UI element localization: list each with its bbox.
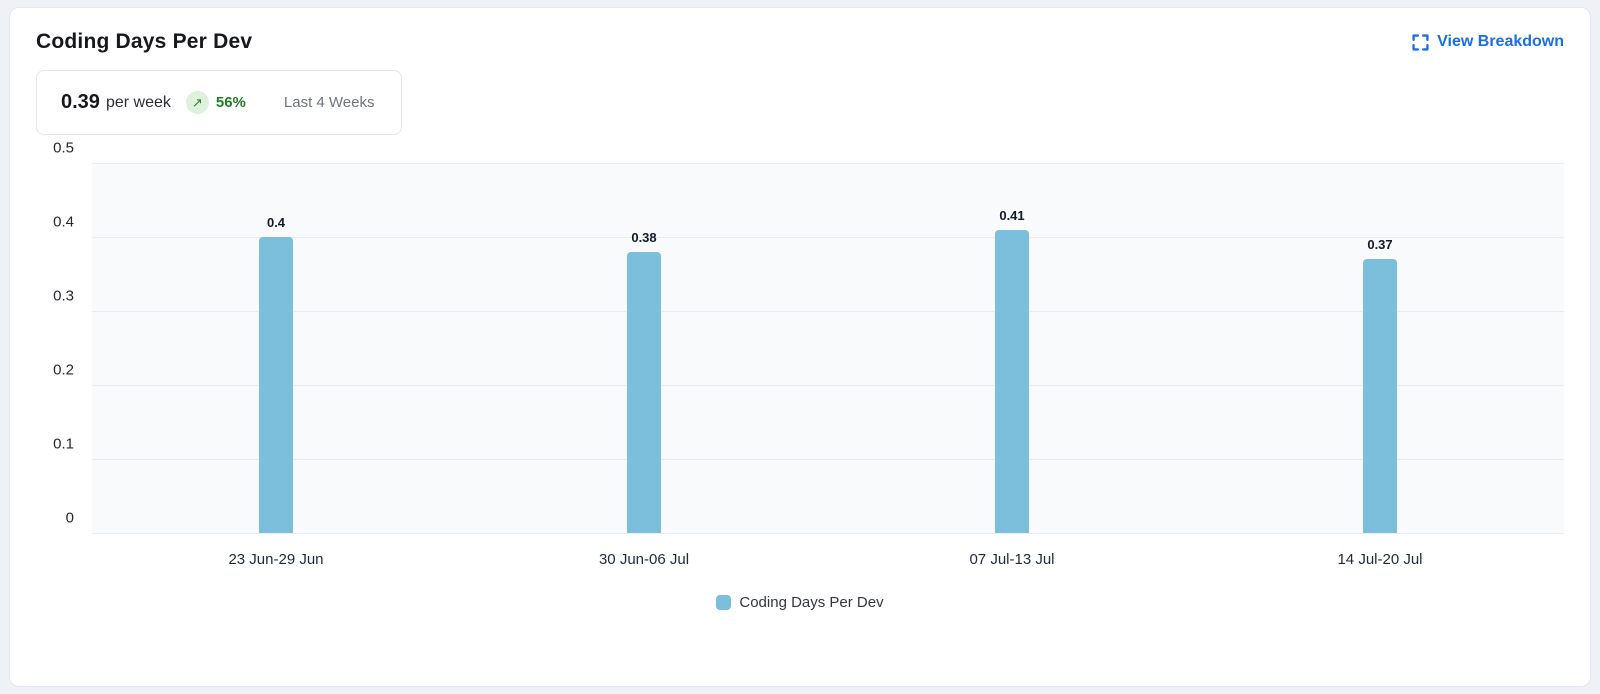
stat-period: Last 4 Weeks [283,94,375,111]
bar-07 Jul-13 Jul[interactable] [995,229,1029,533]
x-tick-label: 07 Jul-13 Jul [969,551,1055,568]
gridline [92,236,1564,238]
bar-value-label: 0.41 [999,207,1025,223]
gridline [92,532,1564,534]
gridline [92,384,1564,386]
y-tick-label: 0.2 [53,361,74,379]
plot-row: 0 0.1 0.2 0.3 0.4 0.5 0.4 0.38 0.41 0.37 [36,141,1564,534]
bar-30 Jun-06 Jul[interactable] [627,251,661,533]
x-axis: 23 Jun-29 Jun 30 Jun-06 Jul 07 Jul-13 Jul 1… [92,533,1564,568]
bar-value-label: 0.37 [1367,237,1393,253]
bar-14 Jul-20 Jul[interactable] [1363,259,1397,533]
y-tick-label: 0.3 [53,287,74,305]
stat-unit: per week [105,93,171,111]
card-header: Coding Days Per Dev View Breakdown [36,30,1564,54]
view-breakdown-label: View Breakdown [1437,33,1564,50]
expand-icon [1412,33,1429,51]
gridline [92,162,1564,164]
bar-value-label: 0.38 [631,229,657,245]
y-tick-label: 0.5 [53,139,74,157]
trend-up-arrow-icon: ↗ [185,91,209,114]
x-tick-label: 30 Jun-06 Jul [598,551,690,568]
coding-days-card: Coding Days Per Dev View Breakdown 0.39 … [9,7,1591,687]
gridline [92,458,1564,460]
legend-item-coding-days[interactable]: Coding Days Per Dev [716,594,884,611]
bar-slot: 0.37 [1196,163,1564,533]
trend-percent: 56% [215,94,246,111]
legend-row: Coding Days Per Dev [36,594,1564,611]
view-breakdown-button[interactable]: View Breakdown [1412,33,1564,51]
bar-value-label: 0.4 [266,215,286,230]
bar-chart: 0 0.1 0.2 0.3 0.4 0.5 0.4 0.38 0.41 0.37 23 Jun-… [36,141,1564,611]
y-tick-label: 0 [65,509,74,527]
bar-23 Jun-29 Jun[interactable] [259,237,293,533]
plot-area: 0.4 0.38 0.41 0.37 [92,162,1564,534]
bar-slot: 0.38 [460,163,828,533]
summary-stat-box: 0.39 per week ↗ 56% Last 4 Weeks [36,70,402,135]
legend-label: Coding Days Per Dev [739,594,884,611]
bar-slot: 0.41 [828,163,1196,533]
page-title: Coding Days Per Dev [36,30,253,53]
y-axis: 0 0.1 0.2 0.3 0.4 0.5 [36,141,92,533]
x-tick-label: 23 Jun-29 Jun [228,551,324,568]
legend-swatch-icon [716,595,732,610]
y-tick-label: 0.4 [53,213,74,231]
x-tick-label: 14 Jul-20 Jul [1337,551,1423,568]
gridline [92,310,1564,312]
y-tick-label: 0.1 [53,435,74,453]
bar-slot: 0.4 [92,163,460,533]
stat-value: 0.39 [61,91,100,113]
